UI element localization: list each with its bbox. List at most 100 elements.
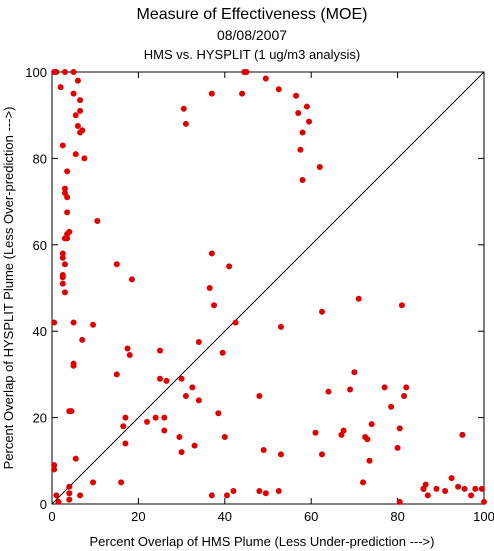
data-point: [66, 490, 73, 497]
y-tick-label: 20: [33, 411, 47, 426]
data-point: [72, 151, 79, 158]
data-point: [260, 447, 267, 453]
data-point: [72, 455, 79, 462]
data-point: [277, 451, 284, 458]
data-point: [293, 92, 300, 99]
data-point: [77, 97, 84, 104]
data-point: [368, 421, 375, 428]
data-point: [478, 485, 485, 492]
data-point: [157, 375, 163, 382]
data-point: [182, 120, 189, 127]
data-point: [398, 302, 405, 309]
data-point: [178, 449, 185, 456]
data-point: [180, 105, 187, 112]
data-point: [122, 440, 129, 447]
data-point: [113, 371, 120, 378]
y-axis-label: Percent Overlap of HYSPLIT Plume (Less O…: [1, 107, 16, 470]
data-point: [208, 250, 215, 257]
data-point: [381, 384, 388, 391]
reference-diagonal-line: [51, 71, 485, 505]
data-point: [64, 209, 71, 216]
data-point: [90, 479, 97, 486]
data-point: [230, 488, 237, 495]
data-point: [295, 110, 302, 117]
data-point: [90, 321, 97, 328]
data-point: [396, 498, 403, 505]
data-point: [351, 369, 358, 376]
data-point: [195, 339, 202, 345]
data-point: [219, 349, 226, 356]
data-point: [59, 254, 66, 261]
data-point: [79, 336, 86, 343]
data-point: [299, 177, 306, 183]
data-point: [55, 498, 62, 505]
data-point: [68, 408, 75, 415]
data-point: [59, 280, 66, 287]
data-point: [51, 462, 58, 469]
x-axis-label: Percent Overlap of HMS Plume (Less Under…: [90, 534, 435, 549]
data-point: [256, 488, 263, 495]
x-tick-label: 100: [473, 509, 494, 524]
data-point: [243, 69, 250, 75]
data-point: [113, 261, 120, 268]
data-point: [262, 490, 269, 497]
data-point: [355, 295, 362, 302]
data-point: [303, 103, 310, 110]
data-point: [163, 377, 170, 384]
y-axis-ticks: 0 20 40 60 80 100: [25, 65, 484, 512]
data-point: [221, 434, 228, 441]
data-point: [211, 302, 217, 309]
data-point: [394, 444, 401, 451]
data-point: [72, 112, 79, 119]
data-point: [182, 393, 189, 399]
data-point: [94, 218, 101, 225]
data-point: [472, 485, 479, 492]
data-point: [364, 436, 371, 443]
data-point: [347, 386, 354, 393]
data-point: [275, 86, 282, 93]
y-tick-label: 60: [33, 238, 47, 253]
data-point: [74, 77, 81, 84]
data-point: [481, 498, 487, 505]
data-point: [64, 168, 71, 175]
data-point: [51, 319, 58, 326]
data-point: [61, 69, 68, 75]
x-axis-ticks: 0 20 40 60 80 100: [48, 72, 494, 524]
data-point: [74, 123, 81, 129]
data-point: [61, 235, 68, 242]
data-point: [277, 323, 284, 330]
data-point: [161, 414, 168, 421]
data-point: [459, 431, 466, 438]
data-point: [306, 118, 313, 125]
data-point: [128, 276, 135, 283]
chart-subtitle-date: 08/08/2007: [217, 27, 287, 43]
y-tick-label: 80: [33, 151, 47, 166]
data-point: [325, 388, 332, 395]
data-point: [59, 250, 66, 257]
data-point: [77, 129, 84, 136]
y-tick-label: 40: [33, 324, 47, 339]
data-point: [176, 434, 183, 441]
data-point: [299, 129, 306, 136]
data-point: [195, 397, 202, 404]
data-point: [461, 485, 468, 492]
data-point: [312, 429, 319, 436]
data-point: [152, 414, 159, 421]
data-point: [157, 347, 163, 354]
data-point: [275, 488, 282, 495]
data-point: [388, 403, 395, 410]
y-tick-label: 100: [25, 65, 47, 80]
data-point: [118, 479, 125, 486]
data-point: [178, 375, 185, 382]
data-points: [51, 69, 487, 505]
data-point: [70, 69, 77, 75]
data-point: [226, 263, 233, 270]
data-point: [319, 308, 325, 315]
y-tick-label: 0: [40, 497, 47, 512]
data-point: [206, 285, 213, 291]
data-point: [340, 427, 347, 434]
data-point: [144, 418, 151, 425]
x-tick-label: 40: [218, 509, 232, 524]
data-point: [189, 384, 196, 391]
data-point: [208, 492, 215, 499]
